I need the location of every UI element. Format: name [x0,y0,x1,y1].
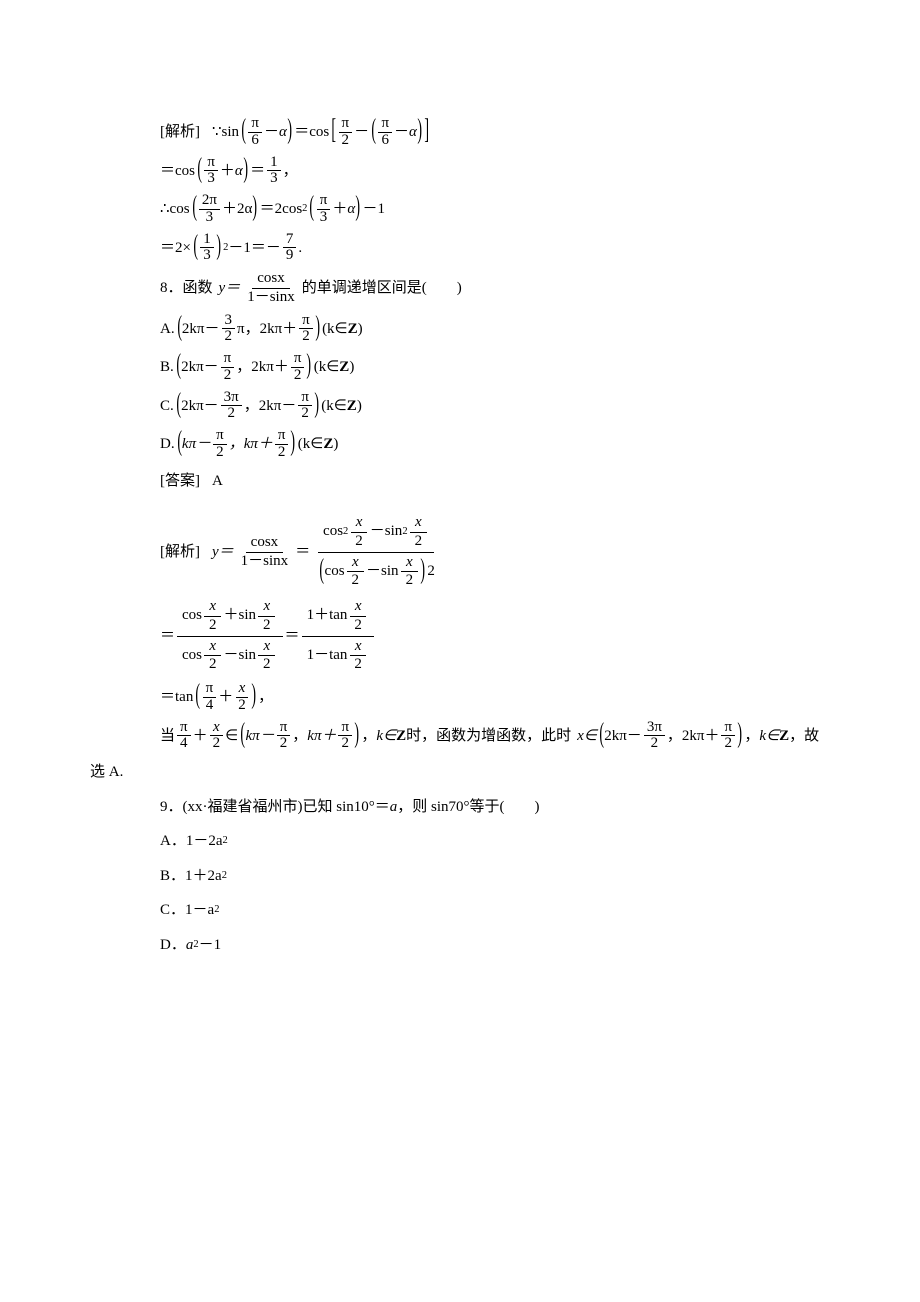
q8-option-d: D. ( kπ－ π2 ，kπ＋ π2 ) (k∈Z) [160,428,830,461]
t: ∵sin [212,118,239,147]
q8-sol-3: ＝tan ( π4 ＋ x2 ) ， [160,681,830,714]
q8-sol-2: ＝ cos x2 ＋ sin x2 cos x2 － sin x2 ＝ 1＋ t… [160,597,830,675]
q8-option-b: B. ( 2kπ－ π2 ，2kπ＋ π2 ) (k∈Z) [160,351,830,384]
q9-option-d: D．a2－1 [160,931,830,960]
q8-sol-5: 选 A. [90,758,830,787]
q8-answer: [答案] A [160,467,830,496]
analysis-label: [解析] [160,118,200,147]
q9-option-a: A．1－2a2 [160,827,830,856]
q9-option-b: B．1＋2a2 [160,862,830,891]
q8-sol-1: [解析] y＝ cosx1－sinx ＝ cos2 x2 － sin2 x2 (… [160,513,830,591]
q7-line4: ＝2× ( 13 )2 －1＝－ 79 . [160,232,830,265]
q7-line2: ＝cos ( π3 ＋α ) ＝ 13 ， [160,155,830,188]
q9-option-c: C．1－a2 [160,896,830,925]
q9-stem: 9． (xx·福建省福州市) 已知 sin10°＝a ，则 sin70°等于( … [160,793,830,822]
q8-sol-4: 当 π4 ＋ x2 ∈ ( kπ－ π2 ， kπ＋ π2 ) ， k∈Z 时，… [160,720,830,753]
q8-stem: 8． 函数 y＝ cosx1－sinx 的单调递增区间是( ) [160,270,830,307]
q8-option-a: A. ( 2kπ－ 32 π， 2kπ＋ π2 ) (k∈Z) [160,313,830,346]
q7-line1: [解析] ∵sin ( π6 －α ) ＝cos [ π2 － ( π6 －α … [160,116,830,149]
q7-line3: ∴cos ( 2π3 ＋2α ) ＝2cos2 ( π3 ＋α ) －1 [160,193,830,226]
q8-option-c: C. ( 2kπ－ 3π2 ，2kπ－ π2 ) (k∈Z) [160,390,830,423]
